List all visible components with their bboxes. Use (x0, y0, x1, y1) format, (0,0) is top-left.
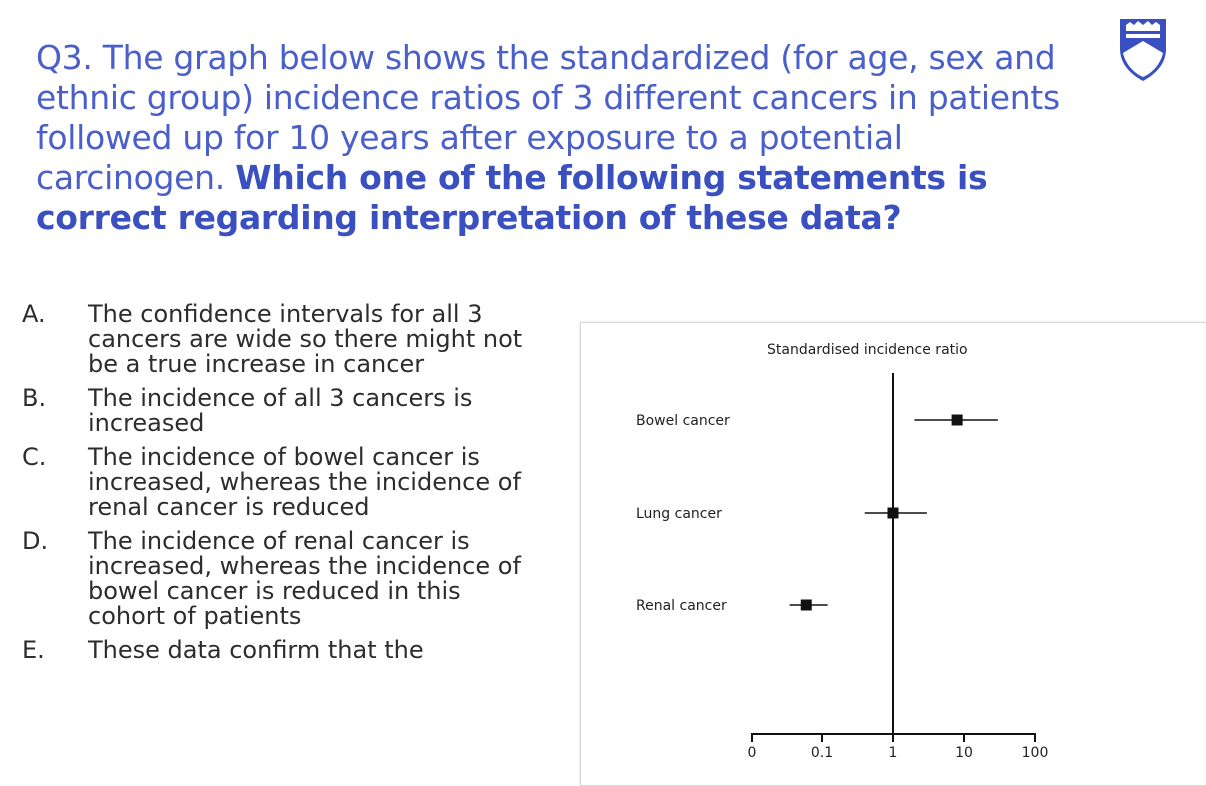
option-text: The incidence of renal cancer is increas… (88, 527, 521, 630)
point-estimate (951, 414, 963, 426)
question-normal-text: Q3. The graph below shows the standardiz… (36, 38, 1060, 197)
chart-title: Standardised incidence ratio (767, 342, 968, 358)
category-label: Lung cancer (636, 506, 722, 522)
forest-plot: Standardised incidence ratio 0 0.1 1 10 100 Bo… (580, 322, 1206, 786)
question-bold-text: Which one of the following statements is… (36, 158, 988, 237)
answer-options: A. The confidence intervals for all 3 ca… (22, 302, 542, 672)
option-letter: B. (22, 384, 47, 412)
x-tick-label: 0 (748, 745, 757, 761)
option-c: C. The incidence of bowel cancer is incr… (22, 445, 542, 520)
x-tick-label: 100 (1022, 745, 1049, 761)
option-a: A. The confidence intervals for all 3 ca… (22, 302, 542, 377)
option-letter: D. (22, 527, 49, 555)
x-tick-label: 10 (955, 745, 973, 761)
x-tick-label: 0.1 (811, 745, 833, 761)
university-shield-icon (1116, 15, 1170, 83)
option-text: The incidence of all 3 cancers is increa… (88, 384, 473, 437)
option-b: B. The incidence of all 3 cancers is inc… (22, 386, 542, 436)
option-text: The confidence intervals for all 3 cance… (88, 300, 523, 378)
option-d: D. The incidence of renal cancer is incr… (22, 529, 542, 629)
option-text: The incidence of bowel cancer is increas… (88, 443, 521, 521)
option-letter: C. (22, 443, 47, 471)
category-label: Renal cancer (636, 598, 727, 614)
option-text: These data confirm that the (88, 636, 424, 664)
option-e: E. These data confirm that the (22, 638, 542, 663)
option-letter: E. (22, 636, 45, 664)
x-tick-label: 1 (889, 745, 898, 761)
point-estimate (800, 599, 812, 611)
category-label: Bowel cancer (636, 413, 730, 429)
option-letter: A. (22, 300, 46, 328)
forest-plot-svg: Standardised incidence ratio 0 0.1 1 10 100 Bo… (636, 342, 1049, 761)
point-estimate (887, 507, 899, 519)
question-text: Q3. The graph below shows the standardiz… (36, 38, 1086, 238)
